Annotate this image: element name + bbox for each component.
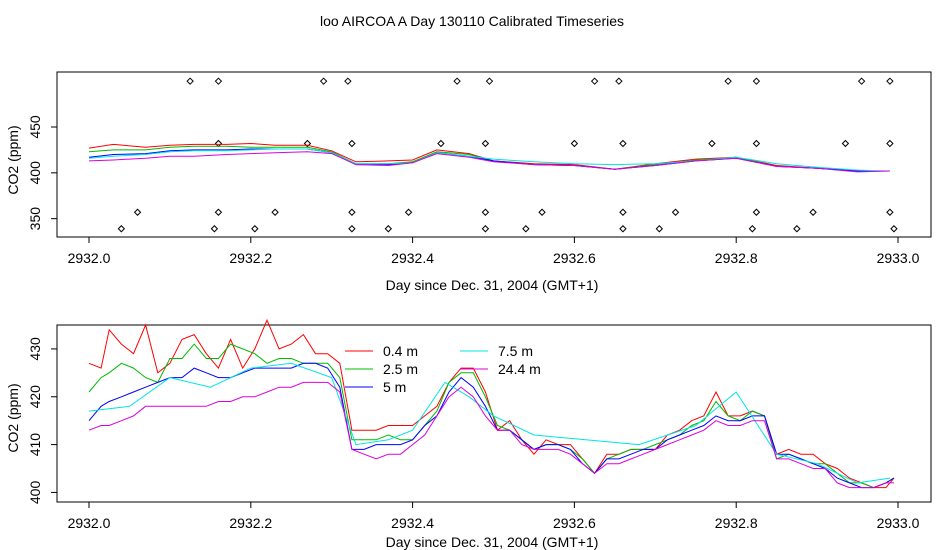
y-tick-label: 410 [27, 433, 43, 457]
y-tick-label: 420 [27, 385, 43, 409]
y-tick-label: 450 [27, 115, 43, 139]
top-y-axis: 350 400 450 [27, 115, 57, 230]
bottom-x-axis-label: Day since Dec. 31, 2004 (GMT+1) [386, 534, 599, 550]
flag-marker [655, 225, 664, 233]
flag-marker [186, 77, 194, 85]
x-tick-label: 2933.0 [877, 250, 920, 266]
flag-marker [538, 208, 546, 216]
flag-marker [615, 77, 623, 85]
legend-label: 5 m [383, 379, 406, 395]
x-tick-label: 2932.6 [553, 515, 596, 531]
flag-marker [481, 225, 490, 233]
flag-marker [251, 225, 259, 233]
top-flag-markers [117, 77, 898, 233]
series-line-75m [88, 362, 890, 484]
y-tick-label: 400 [27, 481, 43, 505]
flag-marker [485, 77, 494, 85]
bottom-y-axis-label: CO2 (ppm) [5, 383, 21, 452]
flag-marker [886, 139, 894, 148]
flag-marker [437, 139, 445, 148]
flag-marker [752, 139, 761, 148]
x-tick-label: 2932.8 [715, 515, 758, 531]
flag-marker [619, 139, 627, 148]
y-tick-label: 400 [27, 161, 43, 185]
top-plot-frame [56, 71, 932, 238]
flag-marker [319, 77, 328, 85]
flag-marker [481, 139, 490, 148]
x-tick-label: 2932.0 [68, 250, 111, 266]
top-x-axis: 2932.0 2932.2 2932.4 2932.6 2932.8 2933.0 [68, 236, 920, 266]
legend: 0.4 m 2.5 m 5 m 7.5 m 24.4 m [345, 343, 541, 395]
flag-marker [214, 77, 223, 85]
x-tick-label: 2933.0 [877, 515, 920, 531]
flag-marker [809, 208, 817, 216]
chart-title: loo AIRCOA A Day 130110 Calibrated Times… [320, 13, 624, 29]
series-line-5m [88, 362, 895, 489]
legend-label: 7.5 m [498, 343, 533, 359]
flag-marker [619, 208, 627, 216]
x-tick-label: 2932.8 [715, 250, 758, 266]
x-tick-label: 2932.0 [68, 515, 111, 531]
flag-marker [117, 225, 126, 233]
bottom-series-lines [88, 318, 895, 489]
flag-marker [724, 77, 732, 85]
y-tick-label: 350 [27, 207, 43, 231]
top-x-axis-label: Day since Dec. 31, 2004 (GMT+1) [386, 277, 599, 293]
flag-marker [708, 139, 716, 148]
flag-marker [886, 208, 894, 216]
top-series-lines [88, 142, 890, 173]
flag-marker [481, 208, 490, 216]
flag-marker [570, 139, 579, 148]
flag-marker [210, 225, 219, 233]
flag-marker [671, 208, 680, 216]
flag-marker [793, 225, 801, 233]
flag-marker [857, 77, 866, 85]
flag-marker [348, 139, 356, 148]
flag-marker [890, 225, 898, 233]
x-tick-label: 2932.6 [553, 250, 596, 266]
flag-marker [886, 77, 894, 85]
top-panel: 350 400 450 2932.0 2932.2 2932.4 2932.6 2932.8… [5, 71, 932, 293]
bottom-y-axis: 400 410 420 430 [27, 337, 57, 504]
flag-marker [619, 225, 627, 233]
flag-marker [752, 208, 761, 216]
series-line-04m [88, 318, 895, 489]
flag-marker [522, 225, 530, 233]
bottom-x-axis: 2932.0 2932.2 2932.4 2932.6 2932.8 2933.0 [68, 501, 920, 531]
series-line-244m [88, 151, 890, 173]
series-line-244m [88, 381, 894, 489]
x-tick-label: 2932.2 [229, 250, 272, 266]
flag-marker [214, 139, 223, 148]
flag-marker [752, 77, 761, 85]
flag-marker [344, 77, 352, 85]
flag-marker [748, 225, 757, 233]
flag-marker [841, 139, 850, 148]
legend-label: 2.5 m [383, 361, 418, 377]
legend-label: 0.4 m [383, 343, 418, 359]
series-line-25m [88, 343, 895, 489]
y-tick-label: 430 [27, 337, 43, 361]
series-line-04m [88, 142, 890, 172]
flag-marker [303, 139, 312, 148]
flag-marker [404, 208, 413, 216]
flag-marker [348, 208, 356, 216]
flag-marker [214, 208, 223, 216]
top-y-axis-label: CO2 (ppm) [5, 125, 21, 194]
flag-marker [453, 77, 461, 85]
legend-label: 24.4 m [498, 361, 541, 377]
flag-marker [590, 77, 599, 85]
x-tick-label: 2932.2 [229, 515, 272, 531]
flag-marker [384, 225, 393, 233]
series-line-5m [88, 148, 890, 172]
flag-marker [271, 208, 279, 216]
x-tick-label: 2932.4 [391, 250, 434, 266]
flag-marker [348, 225, 356, 233]
flag-marker [133, 208, 142, 216]
x-tick-label: 2932.4 [391, 515, 434, 531]
